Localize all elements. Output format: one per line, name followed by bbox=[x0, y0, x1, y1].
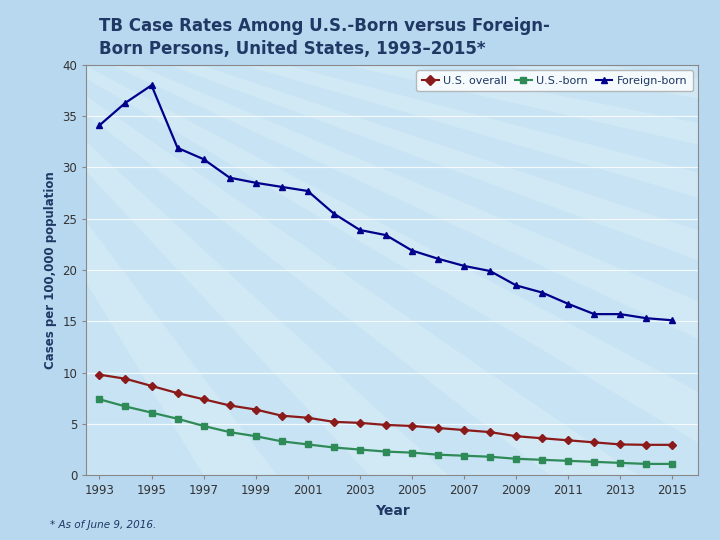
Y-axis label: Cases per 100,000 population: Cases per 100,000 population bbox=[44, 171, 57, 369]
Polygon shape bbox=[0, 0, 720, 137]
U.S. overall bbox=[616, 441, 624, 448]
U.S. overall bbox=[382, 422, 390, 428]
Polygon shape bbox=[0, 0, 720, 328]
Polygon shape bbox=[0, 0, 720, 433]
U.S.-born bbox=[590, 458, 598, 465]
U.S.-born bbox=[121, 403, 130, 410]
Polygon shape bbox=[0, 0, 720, 476]
U.S. overall bbox=[512, 433, 521, 440]
Foreign-born bbox=[199, 156, 208, 163]
U.S.-born bbox=[616, 460, 624, 466]
U.S. overall bbox=[538, 435, 546, 442]
Polygon shape bbox=[0, 0, 720, 204]
Foreign-born bbox=[433, 255, 442, 262]
U.S.-born bbox=[408, 449, 416, 456]
Foreign-born bbox=[330, 210, 338, 217]
Foreign-born bbox=[356, 227, 364, 233]
U.S. overall bbox=[95, 372, 104, 378]
U.S. overall bbox=[642, 442, 651, 448]
Foreign-born bbox=[225, 174, 234, 181]
U.S.-born bbox=[486, 454, 495, 460]
U.S.-born bbox=[225, 429, 234, 435]
U.S. overall bbox=[459, 427, 468, 433]
U.S.-born bbox=[199, 423, 208, 429]
Polygon shape bbox=[0, 0, 335, 540]
Foreign-born bbox=[251, 179, 260, 186]
U.S.-born bbox=[459, 453, 468, 459]
U.S. overall bbox=[303, 415, 312, 421]
Line: Foreign-born: Foreign-born bbox=[96, 82, 676, 324]
U.S.-born bbox=[251, 433, 260, 440]
Foreign-born bbox=[408, 247, 416, 254]
Foreign-born bbox=[590, 311, 598, 318]
U.S. overall bbox=[330, 418, 338, 425]
Line: U.S. overall: U.S. overall bbox=[96, 372, 675, 448]
U.S. overall bbox=[564, 437, 572, 443]
Polygon shape bbox=[0, 0, 506, 540]
Foreign-born bbox=[174, 145, 182, 151]
U.S. overall bbox=[486, 429, 495, 435]
U.S.-born bbox=[668, 461, 677, 467]
Foreign-born bbox=[486, 268, 495, 274]
Polygon shape bbox=[0, 0, 668, 511]
Foreign-born bbox=[668, 317, 677, 323]
U.S.-born bbox=[95, 396, 104, 402]
U.S.-born bbox=[303, 441, 312, 448]
U.S. overall bbox=[356, 420, 364, 426]
Text: * As of June 9, 2016.: * As of June 9, 2016. bbox=[50, 520, 157, 530]
U.S.-born bbox=[356, 446, 364, 453]
Foreign-born bbox=[538, 289, 546, 296]
Line: U.S.-born: U.S.-born bbox=[96, 396, 675, 467]
Foreign-born bbox=[616, 311, 624, 318]
Foreign-born bbox=[277, 184, 286, 190]
U.S.-born bbox=[147, 409, 156, 416]
Text: TB Case Rates Among U.S.-Born versus Foreign-
Born Persons, United States, 1993–: TB Case Rates Among U.S.-Born versus For… bbox=[99, 17, 549, 58]
U.S.-born bbox=[382, 448, 390, 455]
U.S.-born bbox=[512, 456, 521, 462]
Foreign-born bbox=[459, 262, 468, 269]
U.S.-born bbox=[174, 416, 182, 422]
U.S. overall bbox=[668, 442, 677, 448]
Foreign-born bbox=[564, 301, 572, 307]
U.S. overall bbox=[408, 423, 416, 429]
Polygon shape bbox=[0, 0, 720, 268]
U.S.-born bbox=[642, 461, 651, 467]
U.S. overall bbox=[225, 402, 234, 409]
U.S.-born bbox=[277, 438, 286, 444]
U.S. overall bbox=[199, 396, 208, 402]
U.S. overall bbox=[121, 375, 130, 382]
U.S. overall bbox=[174, 390, 182, 396]
U.S. overall bbox=[251, 406, 260, 413]
Foreign-born bbox=[121, 99, 130, 106]
U.S. overall bbox=[147, 383, 156, 389]
U.S. overall bbox=[590, 439, 598, 446]
U.S.-born bbox=[538, 457, 546, 463]
Foreign-born bbox=[95, 122, 104, 129]
U.S. overall bbox=[277, 413, 286, 419]
U.S. overall bbox=[433, 425, 442, 431]
Foreign-born bbox=[382, 232, 390, 238]
Polygon shape bbox=[0, 0, 720, 383]
Foreign-born bbox=[642, 315, 651, 321]
Legend: U.S. overall, U.S.-born, Foreign-born: U.S. overall, U.S.-born, Foreign-born bbox=[416, 70, 693, 91]
X-axis label: Year: Year bbox=[375, 504, 410, 518]
U.S.-born bbox=[433, 451, 442, 458]
Foreign-born bbox=[512, 282, 521, 288]
Foreign-born bbox=[147, 82, 156, 89]
U.S.-born bbox=[564, 457, 572, 464]
U.S.-born bbox=[330, 444, 338, 451]
Foreign-born bbox=[303, 188, 312, 194]
